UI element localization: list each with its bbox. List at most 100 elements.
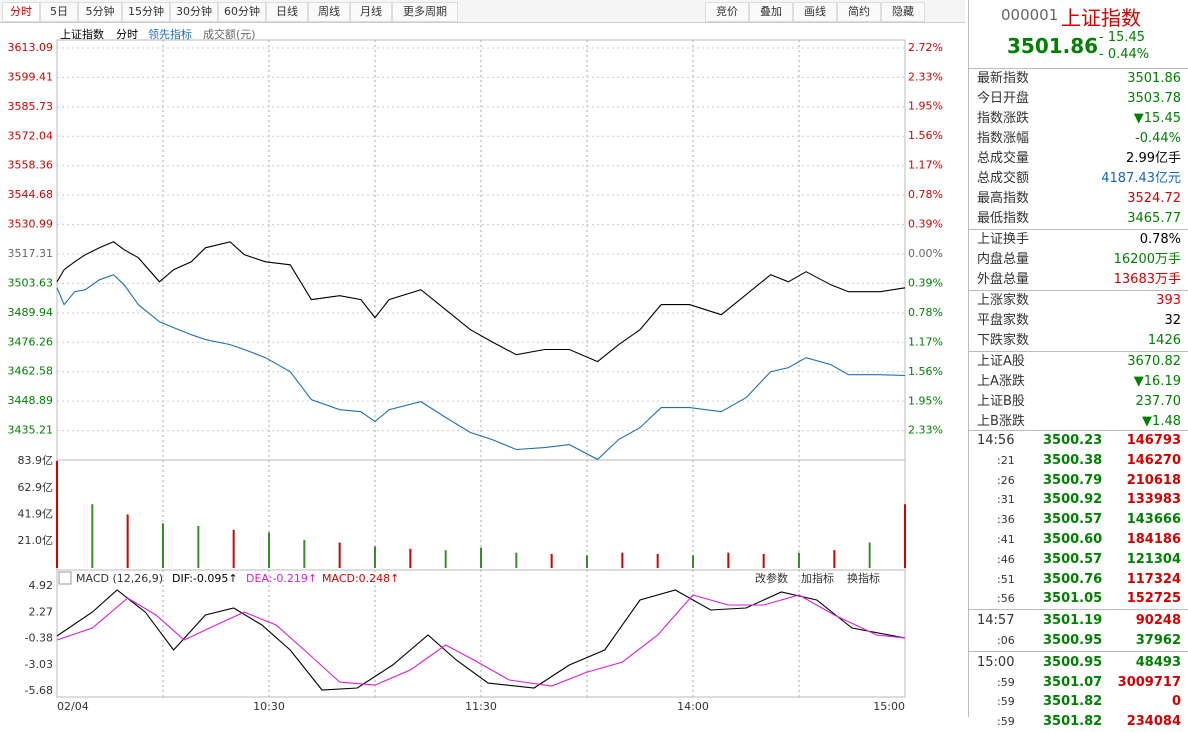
chart: 上证指数 分时 领先指标 成交额(元) 3613.09 3599.41 3585.73 357… [8,27,944,713]
toolbar-button[interactable]: 月线 [350,2,392,22]
y-tick-label: 3489.94 [8,306,54,319]
info-label: 最低指数 [977,211,1030,226]
volume-bar [374,546,376,568]
y-tick-label: 2.27 [29,605,54,618]
info-value: 3670.82 [1127,354,1181,369]
tick-price: 3500.38 [1043,452,1103,468]
separator [969,290,1188,291]
y2-tick-label: 0.78% [908,306,943,319]
tick-row: :06 3500.95 37962 [975,631,1183,651]
toolbar-button[interactable]: 日线 [266,2,308,22]
tick-row: :46 3500.57 121304 [975,550,1183,570]
toolbar-button[interactable]: 隐藏 [881,2,925,22]
tick-volume: 143666 [1126,512,1181,528]
volume-bar [480,547,482,568]
y-tick-label: 3613.09 [8,41,54,54]
y2-tick-label: 1.56% [908,129,943,142]
y-tick-label: -0.38 [25,632,53,645]
macd-header-label: MACD:0.248↑ [322,572,399,585]
volume-bar [232,529,235,568]
tick-time: 14:57 [977,613,1015,629]
info-value: 13683万手 [1113,272,1181,287]
info-row: 今日开盘 3503.78 [975,89,1183,109]
tick-row: 14:57 3501.19 90248 [975,611,1183,631]
toolbar-button[interactable]: 画线 [793,2,837,22]
toolbar-button[interactable]: 竞价 [705,2,749,22]
tick-volume: 146270 [1126,452,1181,468]
quote-pct: - 0.44% [1099,47,1150,62]
info-label: 内盘总量 [977,252,1030,267]
y-tick-label: 3558.36 [8,159,54,172]
macd-header-label: DEA:-0.219↑ [246,572,317,585]
tick-row: :51 3500.76 117324 [975,570,1183,590]
tick-time: :06 [997,634,1015,647]
toolbar-button[interactable]: 更多周期 [392,2,458,22]
chart-header-label: 成交额(元) [203,27,256,41]
volume-bar [621,552,624,568]
toolbar-button[interactable]: 周线 [308,2,350,22]
tick-time: :59 [997,695,1015,709]
tick-time: :56 [997,592,1015,606]
info-label: 最高指数 [977,191,1030,206]
volume-bar [868,542,871,568]
tick-volume: 121304 [1126,551,1181,567]
macd-button[interactable]: 换指标 [847,571,880,585]
info-row: 外盘总量 13683万手 [975,270,1183,290]
info-label: 下跌家数 [977,333,1030,348]
y2-tick-label: 2.72% [908,41,943,54]
tick-price: 3500.79 [1043,472,1103,488]
macd-button[interactable]: 加指标 [801,571,834,585]
y-tick-label: 41.9亿 [18,508,54,521]
volume-bar [904,504,906,568]
y2-tick-label: 0.00% [908,247,943,260]
tick-time: :36 [997,513,1015,527]
toolbar-button[interactable]: 5分钟 [78,2,122,22]
tick-volume: 146793 [1126,433,1181,448]
info-label: 上A涨跌 [977,374,1025,389]
volume-bar [268,532,270,568]
toolbar-button[interactable]: 叠加 [749,2,793,22]
toolbar-button[interactable]: 15分钟 [122,2,170,22]
volume-bar [833,550,836,568]
macd-button[interactable]: 改参数 [755,571,788,585]
tick-volume: 210618 [1126,472,1181,488]
tick-row: :36 3500.57 143666 [975,510,1183,530]
tick-time: :59 [997,675,1015,689]
info-value: 1426 [1147,333,1181,348]
info-value: 2.99亿手 [1126,151,1181,166]
tick-row: :31 3500.92 133983 [975,490,1183,510]
y-tick-label: 3476.26 [8,335,54,348]
info-row: 指数涨跌 ▼15.45 [975,109,1183,129]
info-value: 3524.72 [1127,191,1181,206]
tick-price: 3500.76 [1043,571,1103,587]
info-label: 总成交量 [977,151,1030,166]
y2-tick-label: 1.56% [908,365,943,378]
tick-row: 15:00 3500.95 48493 [975,653,1183,673]
volume-bar [444,550,447,568]
y-tick-label: 3530.99 [8,218,54,231]
toolbar-button[interactable]: 简约 [837,2,881,22]
separator [969,609,1188,611]
tick-price: 3501.07 [1043,674,1103,690]
tick-row: :56 3501.05 152725 [975,589,1183,609]
toolbar-button[interactable]: 30分钟 [170,2,218,22]
info-row: 最新指数 3501.86 [975,69,1183,89]
info-value: 3501.86 [1127,71,1181,86]
volume-bar [762,553,765,568]
y-tick-label: 3585.73 [8,100,54,113]
tick-price: 3501.05 [1043,591,1103,607]
quote-code: 000001 [1001,6,1059,24]
toolbar: 分时 5日 5分钟 15分钟 30分钟 60分钟 日线 周线 月线 更多周期 竞价 叠加 画线 简约 隐藏 [0,0,965,23]
toolbar-button[interactable]: 60分钟 [218,2,266,22]
toolbar-button[interactable]: 5日 [40,2,78,22]
macd-header-label: MACD (12,26,9) [76,572,163,585]
y-tick-label: 3448.89 [8,394,54,407]
tick-time: :41 [997,533,1015,546]
info-value: ▼15.45 [1133,111,1181,126]
toolbar-button[interactable]: 分时 [2,2,40,22]
tick-volume: 117324 [1126,571,1181,587]
y2-tick-label: 0.39% [908,277,943,290]
info-label: 平盘家数 [977,313,1030,328]
y-tick-label: 3599.41 [8,70,54,83]
y2-tick-label: 1.95% [908,99,943,112]
